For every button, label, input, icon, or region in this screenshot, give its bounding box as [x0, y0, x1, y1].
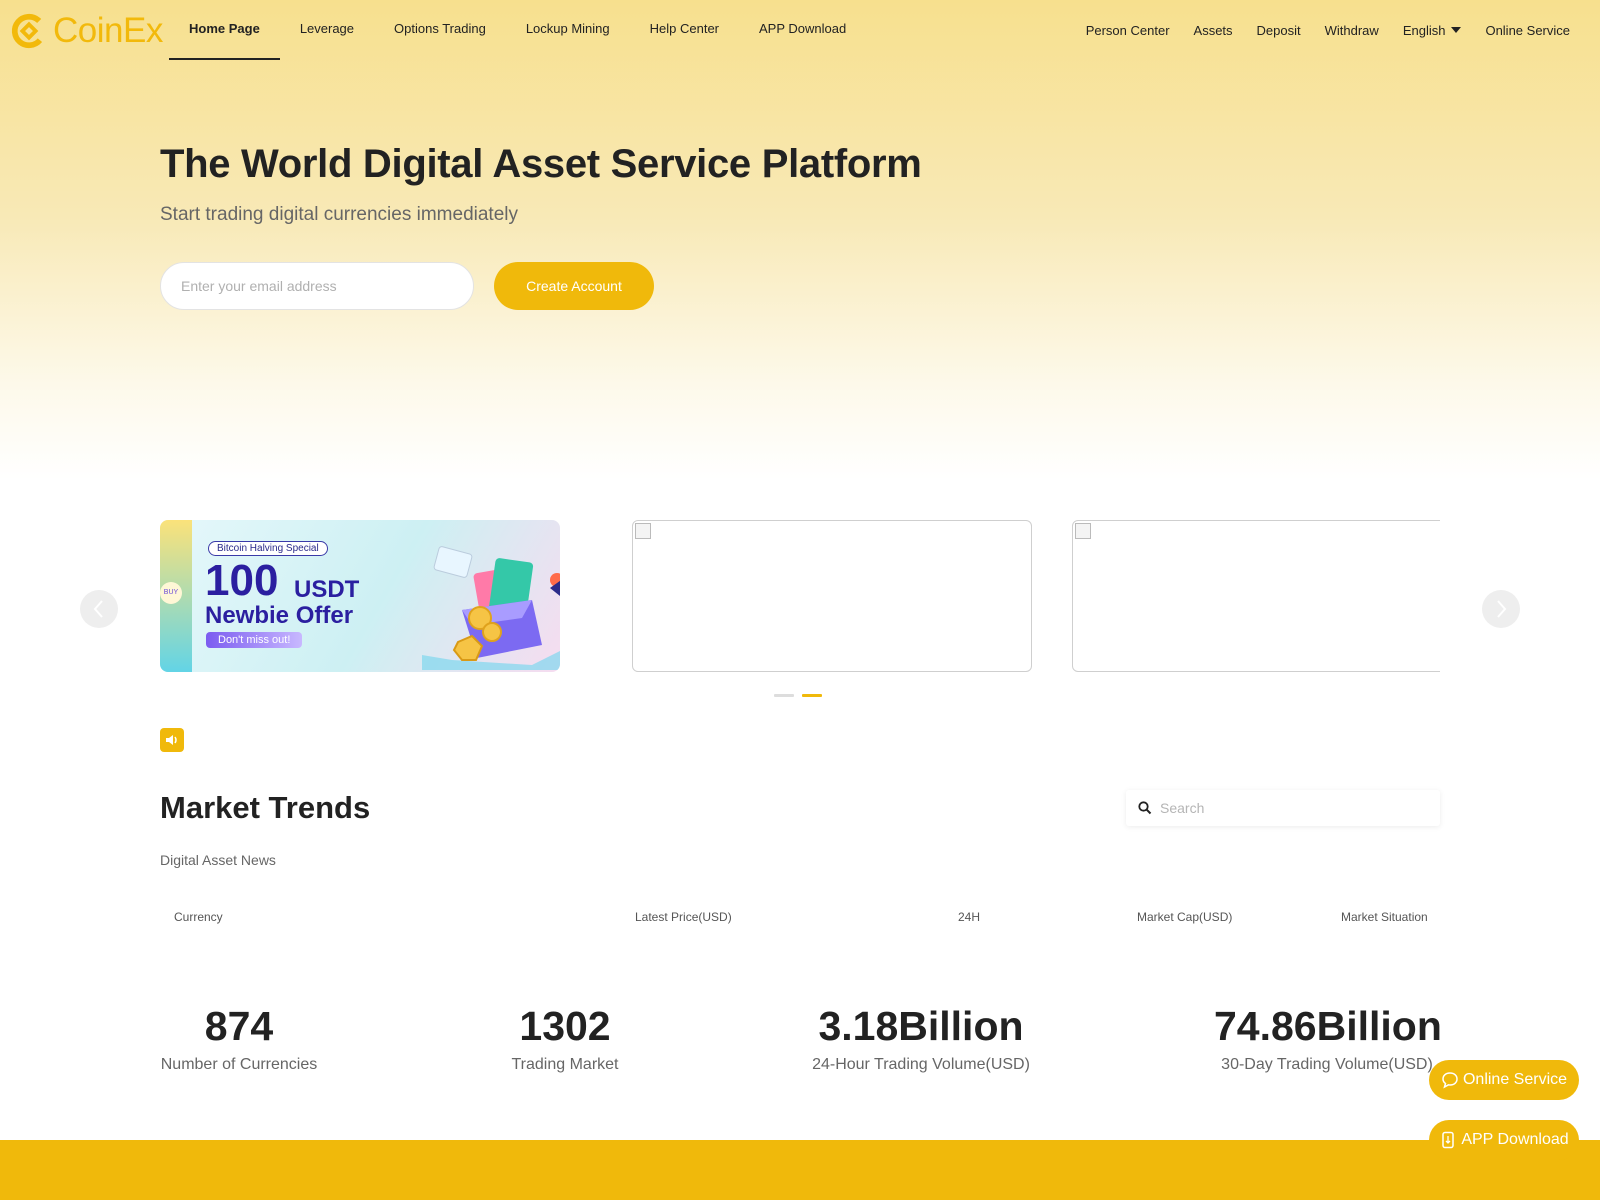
- email-input[interactable]: [160, 262, 474, 310]
- banner-slide-3[interactable]: [1072, 520, 1440, 672]
- stat-value: 3.18Billion: [818, 1003, 1024, 1049]
- banner-offer: Newbie Offer: [205, 602, 354, 629]
- create-account-button[interactable]: Create Account: [494, 262, 654, 310]
- carousel-dot-2[interactable]: [802, 694, 822, 697]
- nav-home-page[interactable]: Home Page: [169, 0, 280, 60]
- gift-box-illustration: [422, 546, 560, 670]
- column-header-currency[interactable]: Currency: [174, 910, 223, 924]
- nav-help-center[interactable]: Help Center: [649, 21, 720, 36]
- coinex-logo-icon: [11, 13, 47, 49]
- floating-app-download-button[interactable]: APP Download: [1429, 1120, 1579, 1160]
- nav-online-service[interactable]: Online Service: [1485, 22, 1570, 38]
- stat-value: 874: [204, 1003, 274, 1049]
- banner-amount: 100: [205, 556, 279, 605]
- search-icon: [1138, 801, 1152, 815]
- column-header-latest-price[interactable]: Latest Price(USD): [635, 910, 732, 924]
- stat-24h-volume: 3.18Billion 24-Hour Trading Volume(USD): [808, 1000, 1034, 1074]
- announcement-speaker-icon: [160, 728, 184, 752]
- broken-image-icon: [1075, 523, 1091, 539]
- nav-person-center[interactable]: Person Center: [1085, 22, 1170, 38]
- hero-title: The World Digital Asset Service Platform: [160, 142, 922, 186]
- banner-unit: USDT: [294, 576, 360, 603]
- nav-deposit[interactable]: Deposit: [1256, 22, 1301, 38]
- stat-value: 1302: [519, 1003, 611, 1049]
- stat-value: 74.86Billion: [1214, 1003, 1442, 1049]
- account-menu: Person Center Assets Deposit Withdraw En…: [1074, 0, 1582, 60]
- nav-app-download[interactable]: APP Download: [759, 21, 847, 36]
- hero-background: [0, 0, 1600, 480]
- stat-label: 30-Day Trading Volume(USD): [1221, 1056, 1433, 1073]
- market-search-input[interactable]: [1160, 800, 1420, 816]
- banner-tag: Bitcoin Halving Special: [208, 541, 328, 556]
- footer-band: [0, 1140, 1600, 1200]
- market-trends-title: Market Trends: [160, 790, 371, 825]
- carousel-next-button[interactable]: [1482, 590, 1520, 628]
- logo-wordmark: CoinEx: [53, 11, 163, 50]
- hero-subtitle: Start trading digital currencies immedia…: [160, 204, 518, 225]
- market-search[interactable]: [1126, 790, 1440, 826]
- column-header-market-cap[interactable]: Market Cap(USD): [1137, 910, 1233, 924]
- column-header-market-situation: Market Situation: [1341, 910, 1428, 924]
- language-label: English: [1402, 22, 1446, 38]
- stat-label: Trading Market: [511, 1056, 619, 1073]
- column-header-24h[interactable]: 24H: [958, 910, 981, 924]
- main-menu: Home Page Leverage Options Trading Locku…: [169, 0, 866, 60]
- digital-asset-news-link[interactable]: Digital Asset News: [160, 852, 276, 868]
- banner-carousel: BUY Bitcoin Halving Special 100 USDT New…: [160, 520, 1440, 672]
- top-navigation: CoinEx Home Page Leverage Options Tradin…: [0, 0, 1600, 60]
- nav-options-trading[interactable]: Options Trading: [394, 21, 486, 36]
- banner-cta: Don't miss out!: [206, 632, 303, 648]
- stat-currencies: 874 Number of Currencies: [160, 1000, 318, 1074]
- stat-label: 24-Hour Trading Volume(USD): [812, 1056, 1030, 1073]
- floating-online-service-button[interactable]: Online Service: [1429, 1060, 1579, 1100]
- carousel-pagination: [774, 694, 822, 697]
- nav-lockup-mining[interactable]: Lockup Mining: [525, 21, 610, 36]
- language-selector[interactable]: English: [1391, 23, 1474, 38]
- nav-withdraw[interactable]: Withdraw: [1324, 22, 1379, 38]
- chat-bubble-icon: [1442, 1072, 1458, 1089]
- chevron-right-icon: [1497, 600, 1507, 618]
- mobile-app-icon: [1442, 1131, 1455, 1149]
- caret-down-icon: [1451, 27, 1462, 33]
- chevron-left-icon: [93, 600, 103, 618]
- stat-30d-volume: 74.86Billion 30-Day Trading Volume(USD): [1214, 1000, 1442, 1074]
- banner-slide-2[interactable]: [632, 520, 1032, 672]
- carousel-dot-1[interactable]: [774, 694, 794, 697]
- coinex-logo[interactable]: CoinEx: [10, 11, 163, 51]
- carousel-prev-button[interactable]: [80, 590, 118, 628]
- nav-assets[interactable]: Assets: [1193, 22, 1233, 38]
- banner-slide-promo[interactable]: BUY Bitcoin Halving Special 100 USDT New…: [160, 520, 560, 672]
- app-download-label: APP Download: [1461, 1131, 1569, 1148]
- nav-leverage[interactable]: Leverage: [299, 21, 355, 36]
- broken-image-icon: [635, 523, 651, 539]
- banner-buy-badge: BUY: [160, 582, 182, 604]
- online-service-label: Online Service: [1462, 1071, 1568, 1088]
- speaker-icon: [166, 735, 177, 745]
- stat-label: Number of Currencies: [160, 1056, 318, 1073]
- stat-trading-market: 1302 Trading Market: [505, 1000, 625, 1074]
